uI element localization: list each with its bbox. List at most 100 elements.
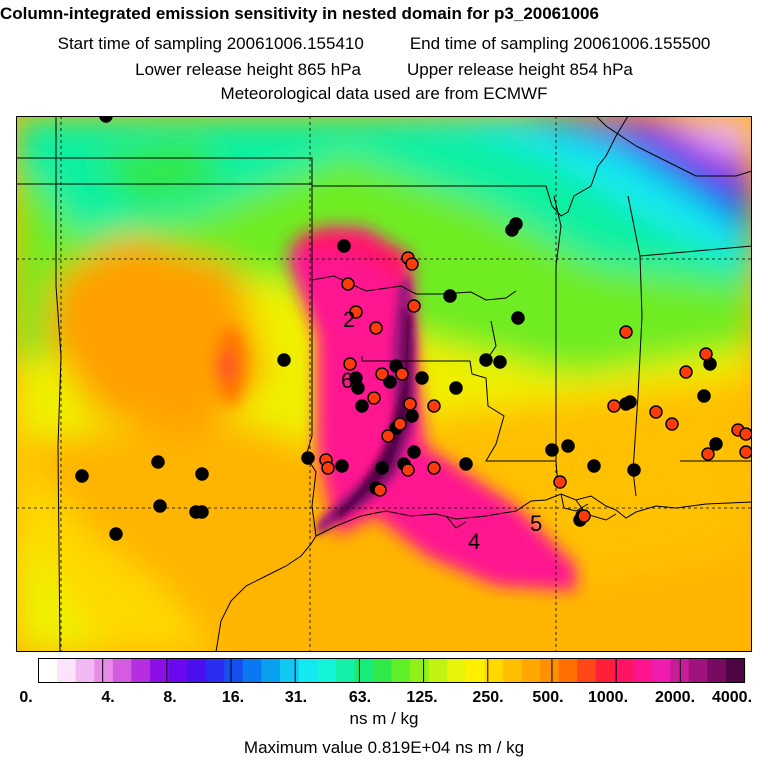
colorbar-swatch (261, 658, 281, 683)
red-marker (381, 429, 395, 443)
markers (75, 116, 752, 541)
colorbar-frame (38, 658, 745, 683)
red-marker (405, 257, 419, 271)
red-marker (649, 405, 663, 419)
black-marker (627, 463, 641, 477)
colorbar-swatch (168, 658, 188, 683)
colorbar-swatches (38, 658, 746, 683)
colorbar-swatch (75, 658, 95, 683)
colorbar-swatch (410, 658, 430, 683)
colorbar-swatch (224, 658, 244, 683)
black-marker (479, 353, 493, 367)
colorbar-swatch (205, 658, 225, 683)
colorbar-tick-label: 125. (406, 689, 437, 706)
black-marker (459, 457, 473, 471)
red-marker (349, 305, 363, 319)
red-marker (343, 357, 357, 371)
black-marker (407, 445, 421, 459)
colorbar-swatch (112, 658, 132, 683)
colorbar-swatch (577, 658, 597, 683)
colorbar-swatch (484, 658, 504, 683)
colorbar-swatch (280, 658, 300, 683)
colorbar-swatch (428, 658, 448, 683)
colorbar-swatch (372, 658, 393, 683)
colorbar-tick-label: 1000. (588, 689, 628, 706)
colorbar-swatch (335, 658, 355, 683)
black-marker (277, 353, 291, 367)
red-marker (401, 463, 415, 477)
colorbar-tick-label: 8. (163, 689, 176, 706)
colorbar-swatch (187, 658, 207, 683)
red-marker (369, 321, 383, 335)
field-layer (16, 116, 752, 652)
black-marker (335, 459, 349, 473)
colorbar-swatch (502, 658, 523, 683)
colorbar-swatch (707, 658, 727, 683)
black-marker (301, 451, 315, 465)
colorbar-tick-label: 16. (222, 689, 244, 706)
black-marker (109, 527, 123, 541)
map-label: 2 (343, 307, 355, 332)
colorbar-swatch (595, 658, 616, 683)
black-marker (511, 311, 525, 325)
red-marker (393, 417, 407, 431)
black-marker (587, 459, 601, 473)
colorbar-swatch (447, 658, 467, 683)
red-marker (699, 347, 713, 361)
black-marker (99, 116, 113, 123)
end-time-label: End time of sampling 20061006.155500 (409, 34, 711, 53)
max-value-label: Maximum value 0.819E+04 ns m / kg (243, 738, 525, 757)
red-marker (395, 367, 409, 381)
red-marker (375, 367, 389, 381)
black-marker (443, 289, 457, 303)
colorbar-tick-label: 500. (532, 689, 563, 706)
start-time-label: Start time of sampling 20061006.155410 (57, 34, 364, 53)
upper-release-label: Upper release height 854 hPa (407, 60, 633, 79)
red-marker (577, 509, 591, 523)
lower-release-label: Lower release height 865 hPa (135, 60, 361, 79)
black-marker (383, 375, 397, 389)
black-marker (355, 399, 369, 413)
colorbar-swatch (354, 658, 374, 683)
black-marker (405, 409, 419, 423)
colorbar-swatch (521, 658, 541, 683)
sampling-times: Start time of sampling 20061006.155410 En… (0, 34, 768, 54)
black-marker (375, 461, 389, 475)
red-marker (321, 461, 335, 475)
map-label: 6 (341, 368, 353, 393)
red-marker (373, 483, 387, 497)
colorbar-swatch (633, 658, 653, 683)
black-marker (415, 371, 429, 385)
colorbar-tick-label: 2000. (655, 689, 695, 706)
colorbar-tick-label: 4000. (712, 689, 752, 706)
colorbar-swatch (298, 658, 318, 683)
colorbar-swatch (465, 658, 485, 683)
map-label: 4 (468, 529, 480, 554)
map-labels: 2 6 4 5 (341, 307, 542, 554)
black-marker (493, 355, 507, 369)
sensitivity-map: 2 6 4 5 (16, 116, 752, 652)
colorbar-tick-label: 250. (472, 689, 503, 706)
black-marker (449, 381, 463, 395)
colorbar-swatch (38, 658, 58, 683)
colorbar-swatch (725, 658, 746, 683)
colorbar-swatch (540, 658, 560, 683)
colorbar-swatch (317, 658, 337, 683)
colorbar-swatch (391, 658, 411, 683)
black-marker (195, 505, 209, 519)
red-marker (407, 299, 421, 313)
figure-title: Column-integrated emission sensitivity i… (0, 4, 599, 23)
red-marker (739, 427, 752, 441)
colorbar-swatch (242, 658, 263, 683)
black-marker (195, 467, 209, 481)
red-marker (427, 399, 441, 413)
map-frame (16, 116, 752, 652)
met-data-label: Meteorological data used are from ECMWF (220, 84, 548, 103)
colorbar-tick-label: 0. (19, 689, 32, 706)
black-marker (153, 499, 167, 513)
black-marker (351, 381, 365, 395)
colorbar-swatch (688, 658, 708, 683)
black-marker (75, 469, 89, 483)
red-marker (427, 461, 441, 475)
